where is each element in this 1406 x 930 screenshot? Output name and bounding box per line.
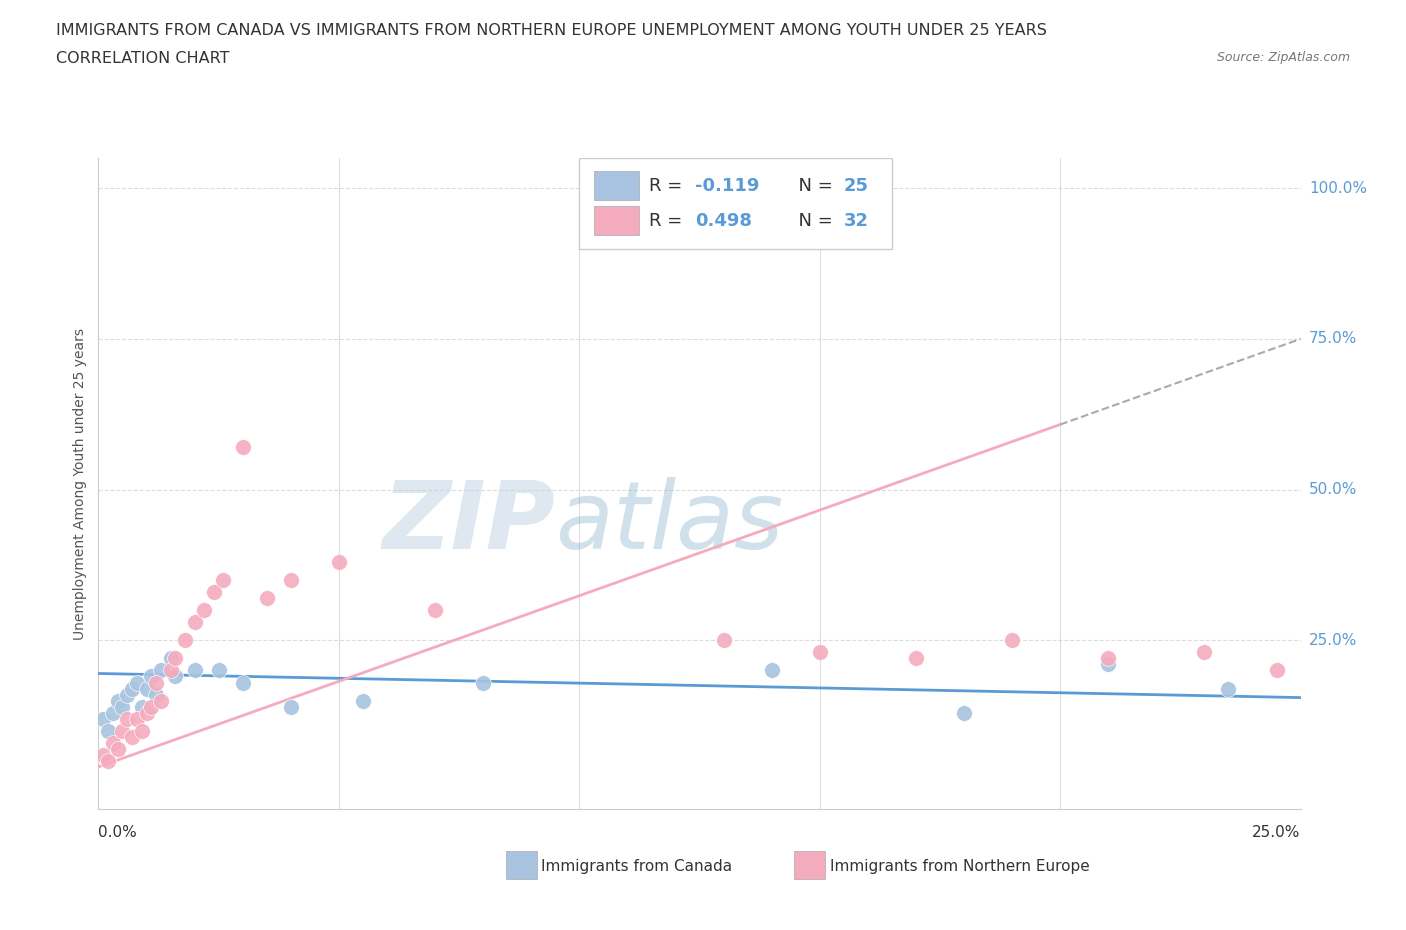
Point [183, 615, 205, 630]
Text: Immigrants from Northern Europe: Immigrants from Northern Europe [830, 859, 1090, 874]
FancyBboxPatch shape [579, 158, 891, 249]
Point [121, 681, 143, 696]
Point [149, 693, 172, 708]
Point [91, 711, 114, 726]
Point [135, 681, 157, 696]
Point [101, 736, 124, 751]
Point [423, 603, 446, 618]
Text: N =: N = [787, 212, 839, 230]
Text: atlas: atlas [555, 477, 783, 568]
Text: 0.0%: 0.0% [98, 825, 138, 840]
Point [117, 711, 139, 726]
Point [97, 753, 120, 768]
Point [761, 663, 783, 678]
Point [1265, 663, 1288, 678]
Text: 25: 25 [844, 177, 869, 195]
Point [232, 675, 254, 690]
Point [328, 554, 350, 569]
Point [107, 741, 129, 756]
Text: 75.0%: 75.0% [1309, 331, 1357, 347]
Point [1218, 681, 1240, 696]
Point [1194, 644, 1216, 659]
Point [135, 705, 157, 720]
Text: 50.0%: 50.0% [1309, 482, 1357, 498]
Text: ZIP: ZIP [382, 477, 555, 568]
Point [121, 729, 143, 744]
Point [193, 603, 215, 618]
Point [232, 440, 254, 455]
Point [97, 724, 120, 738]
Bar [593, 171, 640, 201]
Y-axis label: Unemployment Among Youth under 25 years: Unemployment Among Youth under 25 years [73, 327, 87, 640]
Text: 0.498: 0.498 [695, 212, 752, 230]
Point [141, 669, 163, 684]
Point [352, 693, 374, 708]
Point [904, 651, 927, 666]
Point [1097, 657, 1119, 671]
Text: N =: N = [787, 177, 839, 195]
Text: Source: ZipAtlas.com: Source: ZipAtlas.com [1216, 51, 1350, 64]
Text: 32: 32 [844, 212, 869, 230]
Point [212, 573, 235, 588]
Text: R =: R = [650, 212, 688, 230]
Point [131, 724, 153, 738]
Point [1001, 633, 1024, 648]
Text: IMMIGRANTS FROM CANADA VS IMMIGRANTS FROM NORTHERN EUROPE UNEMPLOYMENT AMONG YOU: IMMIGRANTS FROM CANADA VS IMMIGRANTS FRO… [56, 23, 1047, 38]
Point [125, 675, 148, 690]
Point [174, 633, 197, 648]
Point [808, 644, 831, 659]
Point [125, 711, 148, 726]
Point [472, 675, 495, 690]
Point [159, 663, 181, 678]
Point [165, 669, 187, 684]
Text: Immigrants from Canada: Immigrants from Canada [541, 859, 733, 874]
Point [256, 591, 278, 605]
Point [101, 705, 124, 720]
Point [141, 699, 163, 714]
Point [111, 699, 134, 714]
Text: CORRELATION CHART: CORRELATION CHART [56, 51, 229, 66]
Point [145, 687, 167, 702]
Text: 25.0%: 25.0% [1253, 825, 1301, 840]
Point [91, 748, 114, 763]
Point [280, 573, 302, 588]
Point [131, 699, 153, 714]
Point [149, 663, 172, 678]
Point [208, 663, 231, 678]
Point [159, 651, 181, 666]
Point [713, 633, 735, 648]
Bar [593, 206, 640, 235]
Point [107, 693, 129, 708]
Point [117, 687, 139, 702]
Text: R =: R = [650, 177, 688, 195]
Point [280, 699, 302, 714]
Point [202, 585, 225, 600]
Point [111, 724, 134, 738]
Point [165, 651, 187, 666]
Point [145, 675, 167, 690]
Point [183, 663, 205, 678]
Point [953, 705, 976, 720]
Point [1097, 651, 1119, 666]
Text: -0.119: -0.119 [695, 177, 759, 195]
Text: 25.0%: 25.0% [1309, 632, 1357, 648]
Text: 100.0%: 100.0% [1309, 180, 1367, 195]
